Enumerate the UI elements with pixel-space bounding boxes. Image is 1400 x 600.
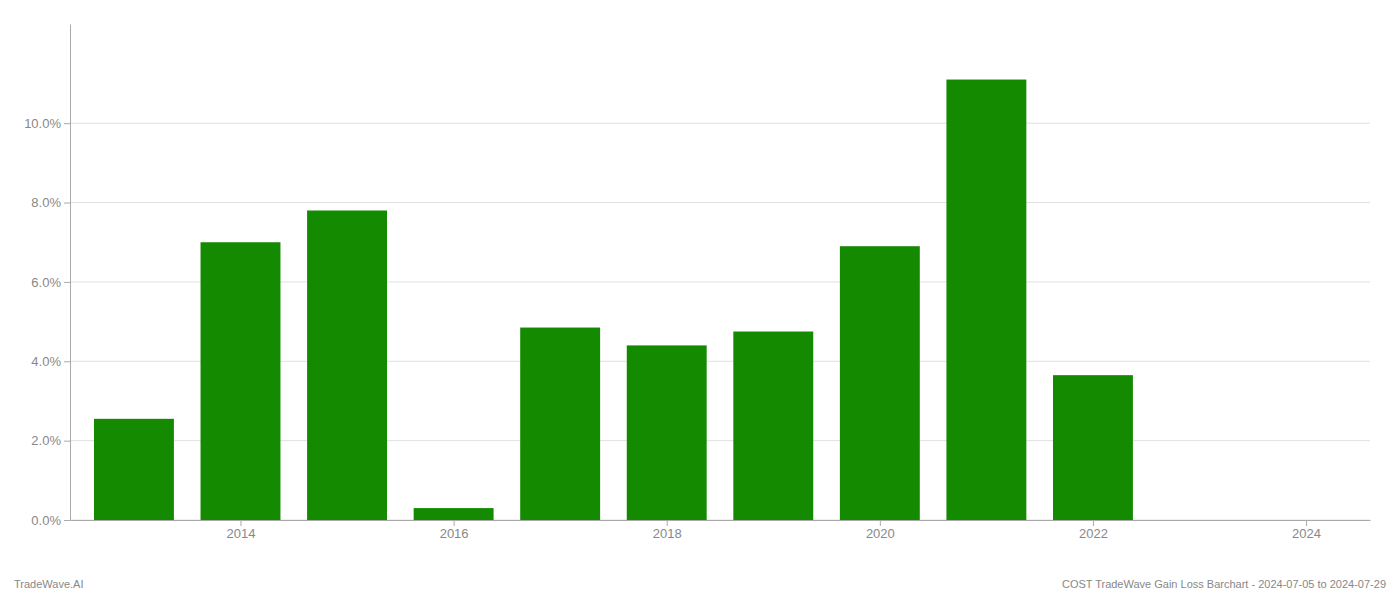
bar [1053,375,1133,520]
x-tick-label: 2016 [440,526,469,541]
x-tick-label: 2024 [1292,526,1321,541]
y-tick-mark [64,203,70,204]
x-tick: 2024 [1292,520,1321,541]
x-tick: 2020 [866,520,895,541]
bar [201,242,281,520]
y-tick: 8.0% [31,195,70,210]
y-tick: 6.0% [31,275,70,290]
bar [94,419,174,520]
y-tick: 2.0% [31,433,70,448]
x-tick-mark [1093,520,1094,526]
y-tick-mark [64,361,70,362]
bar [520,328,600,520]
y-tick-label: 6.0% [31,275,61,290]
x-tick-mark [1306,520,1307,526]
y-tick-label: 2.0% [31,433,61,448]
y-tick-mark [64,282,70,283]
x-tick-mark [880,520,881,526]
y-tick-mark [64,520,70,521]
bar [733,332,813,520]
x-tick-label: 2020 [866,526,895,541]
x-axis: 2014 2016 2018 2020 2022 2024 [71,520,1371,541]
bar [414,508,494,520]
grid-line [70,202,1370,203]
plot: 2014 2016 2018 2020 2022 2024 0.0% 2.0% 4.0% 6.0%… [24,25,1370,542]
x-tick: 2022 [1079,520,1108,541]
bar [946,80,1026,520]
x-tick-label: 2022 [1079,526,1108,541]
y-tick: 4.0% [31,354,70,369]
footer-left: TradeWave.AI [14,578,84,590]
y-tick-label: 4.0% [31,354,61,369]
x-tick: 2014 [227,520,256,541]
y-tick-mark [64,123,70,124]
grid [70,123,1370,520]
x-tick-label: 2018 [653,526,682,541]
bar [627,345,707,520]
bar [307,210,387,520]
y-tick: 10.0% [24,116,70,131]
footer-right: COST TradeWave Gain Loss Barchart - 2024… [1062,578,1386,590]
x-axis-line [71,520,1371,521]
x-tick-label: 2014 [227,526,256,541]
x-tick: 2016 [440,520,469,541]
y-tick-label: 0.0% [31,513,61,528]
y-tick-mark [64,441,70,442]
bar [840,246,920,520]
y-tick-label: 10.0% [24,116,61,131]
chart: 2014 2016 2018 2020 2022 2024 0.0% 2.0% 4.0% 6.0%… [0,0,1400,600]
x-tick-mark [240,520,241,526]
footer: TradeWave.AI COST TradeWave Gain Loss Bar… [14,578,1386,590]
y-axis-line [70,25,71,521]
y-tick-label: 8.0% [31,195,61,210]
bars [94,80,1133,520]
grid-line [70,123,1370,124]
bar [1160,520,1240,521]
x-tick-mark [454,520,455,526]
x-tick-mark [667,520,668,526]
y-tick: 0.0% [31,513,70,528]
x-tick: 2018 [653,520,682,541]
y-axis: 0.0% 2.0% 4.0% 6.0% 8.0% 10.0% [24,25,70,528]
